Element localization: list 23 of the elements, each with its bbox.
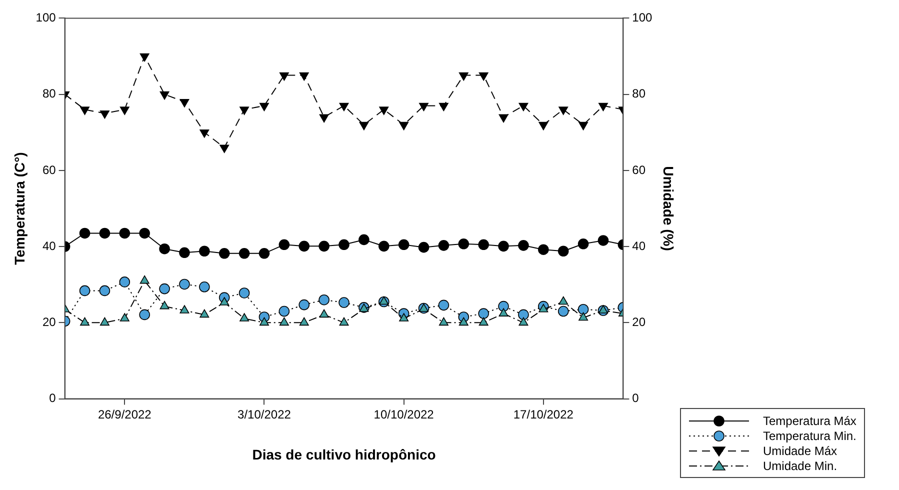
- y-tick-label: 40: [42, 238, 56, 253]
- y-tick-label: 60: [42, 162, 56, 177]
- y2-tick-label: 80: [632, 86, 646, 101]
- legend-label: Temperatura Máx: [763, 414, 856, 428]
- legend-label: Umidade Máx: [763, 444, 838, 458]
- y-tick-label: 100: [36, 10, 56, 25]
- y2-axis-title: Umidade (%): [660, 166, 677, 251]
- y-tick-label: 20: [42, 314, 56, 329]
- y-tick-label: 0: [49, 391, 56, 406]
- x-tick-label: 26/9/2022: [98, 407, 152, 422]
- legend-label: Temperatura Min.: [763, 428, 856, 442]
- y-tick-label: 80: [42, 86, 56, 101]
- legend-label: Umidade Min.: [763, 458, 838, 472]
- y2-tick-label: 60: [632, 162, 646, 177]
- y2-tick-label: 20: [632, 314, 646, 329]
- y-axis-title: Temperatura (C°): [11, 152, 28, 265]
- y2-tick-label: 0: [632, 391, 640, 406]
- x-axis-title: Dias de cultivo hidropônico: [252, 446, 436, 462]
- x-tick-label: 3/10/2022: [238, 407, 292, 422]
- x-tick-label: 17/10/2022: [513, 407, 574, 422]
- y2-tick-label: 40: [632, 238, 646, 253]
- x-tick-label: 10/10/2022: [374, 407, 434, 422]
- y2-tick-label: 100: [632, 10, 653, 25]
